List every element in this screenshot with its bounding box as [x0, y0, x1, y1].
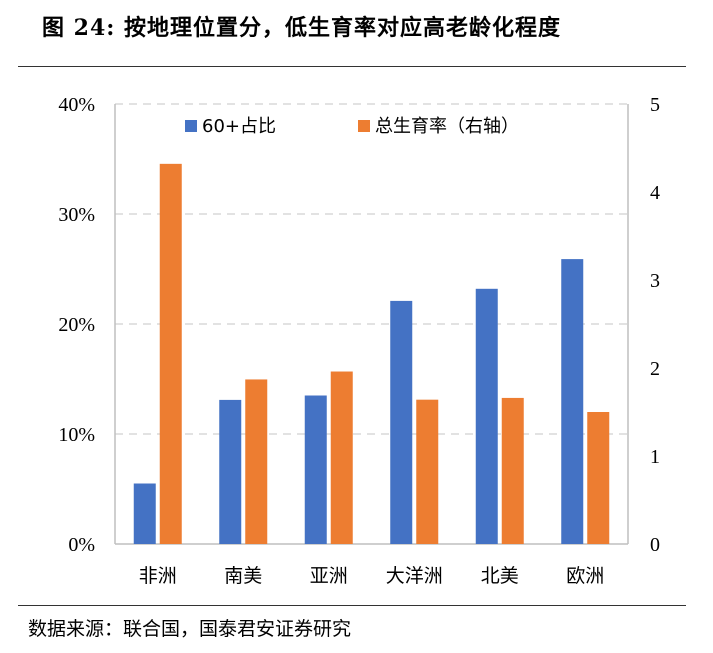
y-right-tick-label: 1: [650, 446, 660, 468]
legend-label-60plus: 60+占比: [202, 116, 276, 137]
bar-60plus-share: [219, 399, 242, 544]
y-right-tick-label: 3: [650, 270, 660, 292]
legend-label-fertility: 总生育率（右轴）: [375, 116, 519, 137]
bars: [133, 163, 610, 544]
figure-title: 图 24: 按地理位置分，低生育率对应高老龄化程度: [42, 15, 562, 41]
axes: [114, 104, 629, 545]
y-right-tick-label: 4: [650, 182, 660, 204]
y-right-tick-label: 2: [650, 358, 660, 380]
bar-60plus-share: [304, 395, 327, 544]
x-category-label: 南美: [224, 565, 262, 587]
bar-60plus-share: [475, 288, 498, 544]
x-category-label: 欧洲: [566, 565, 604, 587]
bar-fertility-rate: [587, 412, 610, 544]
x-category-label: 非洲: [139, 565, 177, 587]
x-category-label: 北美: [481, 565, 519, 587]
y-left-tick-label: 30%: [58, 204, 95, 226]
bar-fertility-rate: [245, 379, 268, 544]
bar-fertility-rate: [416, 399, 439, 544]
y-left-tick-label: 20%: [58, 314, 95, 336]
tick-labels: 0% 10% 20% 30% 40% 0 1 2 3 4 5 非洲 南美 亚洲 大洋洲 北美 欧洲: [58, 94, 660, 587]
y-left-tick-label: 40%: [58, 94, 95, 116]
y-right-tick-label: 0: [650, 534, 660, 556]
bar-60plus-share: [133, 483, 156, 544]
bar-fertility-rate: [330, 371, 353, 544]
gridlines: [115, 103, 628, 435]
x-category-label: 亚洲: [310, 565, 348, 587]
bar-60plus-share: [561, 259, 584, 544]
source-note: 数据来源：联合国，国泰君安证券研究: [28, 618, 352, 640]
legend: 60+占比 总生育率（右轴）: [185, 116, 519, 137]
y-left-tick-label: 0%: [68, 534, 95, 556]
bar-fertility-rate: [501, 397, 524, 544]
bar-fertility-rate: [159, 163, 182, 544]
bar-chart: 0% 10% 20% 30% 40% 0 1 2 3 4 5 非洲 南美 亚洲 大洋洲 北美 欧洲 60+占比 总…: [58, 94, 660, 587]
y-right-tick-label: 5: [650, 94, 660, 116]
legend-swatch-blue: [185, 120, 197, 132]
y-left-tick-label: 10%: [58, 424, 95, 446]
title-divider: [18, 66, 686, 67]
x-category-label: 大洋洲: [386, 565, 443, 587]
source-divider: [18, 605, 686, 606]
legend-swatch-orange: [358, 120, 370, 132]
bar-60plus-share: [390, 300, 413, 544]
